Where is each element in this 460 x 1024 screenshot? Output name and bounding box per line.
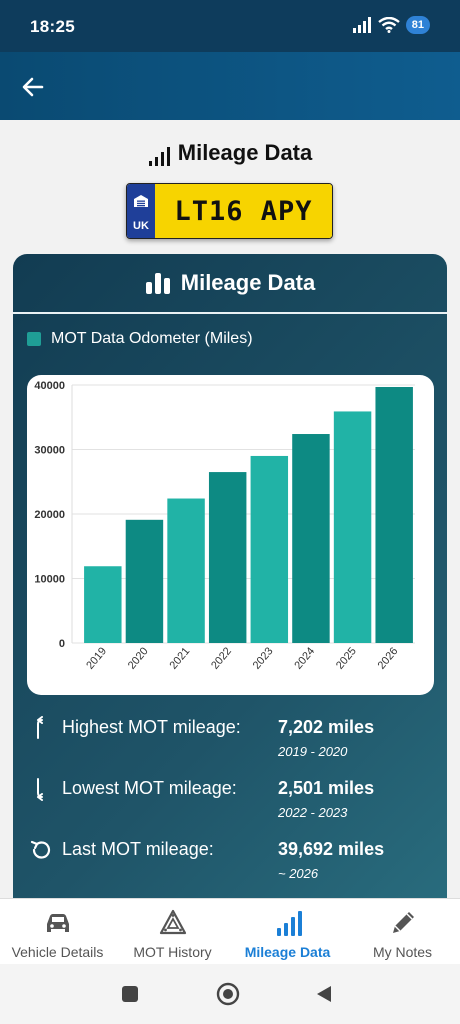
stat-label: Last MOT mileage:	[62, 839, 214, 859]
app-bar	[0, 52, 460, 120]
x-tick-label: 2026	[376, 645, 401, 671]
y-tick-label: 10000	[34, 574, 65, 586]
y-tick-label: 20000	[34, 509, 65, 521]
history-icon	[30, 840, 51, 859]
battery-indicator: 81	[405, 16, 430, 34]
card-title: Mileage Data	[180, 270, 316, 295]
card-divider	[13, 312, 447, 314]
page-title: Mileage Data	[177, 140, 313, 165]
chart-container: 0 10000 20000 30000 40000 2019 2020 2021 2022 202…	[27, 375, 434, 695]
stat-range: 2019 - 2020	[278, 744, 348, 759]
garage-icon	[134, 195, 148, 207]
system-navigation-bar	[0, 964, 460, 1024]
nav-label: MOT History	[133, 944, 212, 960]
x-tick-label: 2019	[84, 645, 109, 671]
bar-chart-icon	[145, 273, 170, 294]
page-heading: Mileage Data	[0, 140, 460, 166]
pencil-icon	[392, 912, 414, 933]
stat-value: 7,202 miles	[278, 717, 375, 737]
signal-bars-icon	[148, 147, 170, 166]
stat-value: 39,692 miles	[278, 839, 385, 859]
chart-bar	[167, 498, 205, 643]
chart-legend: MOT Data Odometer (Miles)	[27, 330, 253, 348]
stat-value: 2,501 miles	[278, 778, 375, 798]
nav-mot-history[interactable]: MOT History	[115, 899, 230, 964]
nav-vehicle-details[interactable]: Vehicle Details	[0, 899, 115, 964]
home-circle-icon[interactable]	[216, 982, 240, 1006]
chart-bar	[84, 566, 122, 643]
legend-swatch	[27, 332, 41, 346]
card-header: Mileage Data	[13, 270, 447, 296]
chart-bar	[250, 455, 289, 643]
plate-country-band: UK	[127, 184, 155, 238]
y-tick-label: 30000	[34, 445, 65, 457]
mot-triangle-icon	[159, 909, 186, 935]
legend-label: MOT Data Odometer (Miles)	[51, 330, 253, 347]
nav-mileage-data[interactable]: Mileage Data	[230, 899, 345, 964]
bottom-navigation: Vehicle Details MOT History Mileage Data…	[0, 898, 460, 964]
signal-bars-icon	[276, 911, 302, 936]
y-tick-label: 0	[59, 638, 65, 650]
mileage-bar-chart: 0 10000 20000 30000 40000 2019 2020 2021 2022 202…	[34, 380, 415, 672]
recents-square-icon[interactable]	[120, 984, 140, 1004]
status-bar: 18:25 81	[0, 0, 460, 52]
nav-label: Mileage Data	[244, 944, 331, 960]
plate-country-code: UK	[133, 220, 149, 232]
x-tick-label: 2025	[334, 645, 359, 671]
cellular-signal-icon	[352, 17, 371, 33]
status-icons: 81	[352, 16, 430, 34]
chart-bar	[333, 411, 372, 643]
nav-label: Vehicle Details	[11, 944, 104, 960]
nav-label: My Notes	[372, 944, 433, 960]
x-tick-label: 2024	[292, 645, 317, 671]
registration-plate: UK LT16 APY	[126, 183, 333, 239]
nav-my-notes[interactable]: My Notes	[345, 899, 460, 964]
y-tick-label: 40000	[34, 380, 65, 392]
x-tick-label: 2021	[167, 645, 192, 671]
car-icon	[46, 914, 69, 932]
arrow-up-icon	[37, 716, 43, 739]
back-arrow-icon[interactable]	[18, 72, 48, 102]
mileage-card: Mileage Data MOT Data Odometer (Miles) 0…	[13, 254, 447, 954]
plate-registration: LT16 APY	[155, 184, 332, 238]
stat-label: Lowest MOT mileage:	[62, 778, 237, 798]
stat-label: Highest MOT mileage:	[62, 717, 241, 737]
stat-range: ~ 2026	[278, 866, 319, 881]
chart-bar	[292, 434, 330, 643]
x-tick-label: 2022	[209, 645, 234, 671]
arrow-down-icon	[37, 778, 43, 801]
x-tick-label: 2023	[251, 645, 276, 671]
chart-bar	[125, 519, 164, 643]
chart-bar	[208, 472, 247, 643]
stat-range: 2022 - 2023	[278, 805, 348, 820]
back-triangle-icon[interactable]	[314, 984, 334, 1004]
wifi-icon	[378, 17, 400, 33]
chart-bar	[375, 386, 413, 643]
x-tick-label: 2020	[126, 645, 151, 671]
status-time: 18:25	[30, 17, 75, 36]
